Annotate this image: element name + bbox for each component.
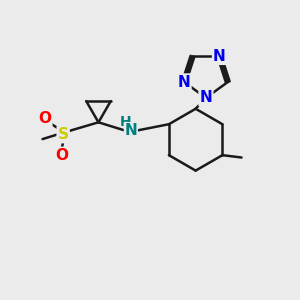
Text: H: H	[120, 115, 132, 129]
Text: S: S	[58, 127, 69, 142]
Text: N: N	[200, 90, 212, 105]
Text: N: N	[124, 123, 137, 138]
Text: O: O	[38, 111, 51, 126]
Text: N: N	[178, 74, 190, 89]
Text: O: O	[55, 148, 68, 163]
Text: N: N	[213, 49, 226, 64]
